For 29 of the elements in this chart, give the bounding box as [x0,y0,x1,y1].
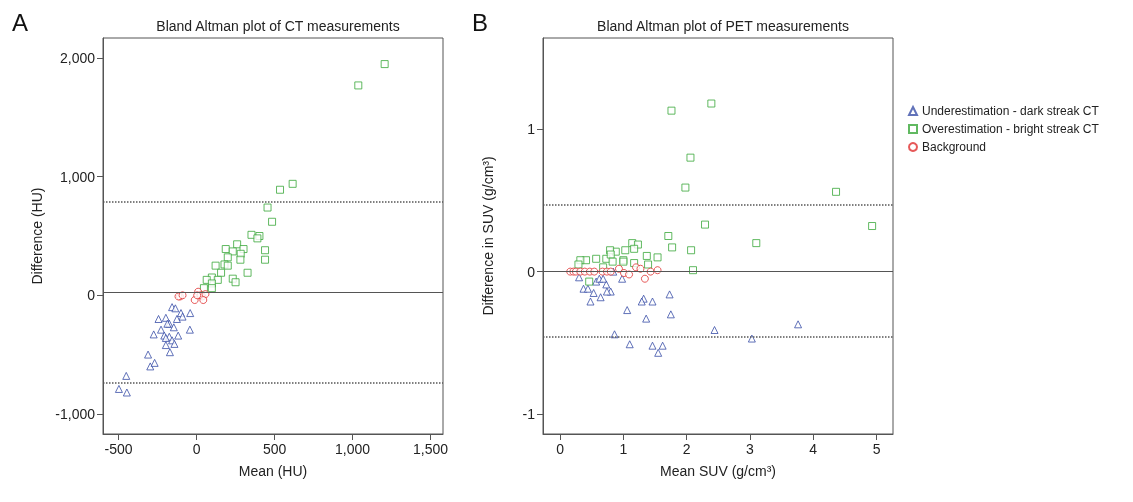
y-tick-label: 0 [87,287,96,304]
x-tick-label: 4 [809,441,818,457]
x-tick-label: 5 [872,441,881,457]
y-axis-title: Difference (HU) [29,187,46,285]
text: A [12,8,29,36]
x-tick-label: 1 [619,441,628,457]
x-tick-label: 1,000 [335,441,371,457]
x-axis-title: Mean (HU) [238,463,308,479]
legend-label: Background [922,140,987,154]
x-tick-label: 0 [556,441,565,457]
x-axis-title: Mean SUV (g/cm³) [660,463,776,479]
y-tick-label: -1,000 [55,405,96,422]
x-tick-label: 1,500 [413,441,449,457]
y-axis-title: Difference in SUV (g/cm³) [480,156,496,316]
legend-label: Underestimation - dark streak CT [922,104,1100,118]
x-tick-label: 3 [746,441,755,457]
x-tick-label: 2 [682,441,691,457]
y-tick-label: -1 [522,406,536,423]
chart-title: Bland Altman plot of CT measurements [156,18,400,34]
text: B [472,8,489,36]
y-tick-label: 2,000 [59,50,96,67]
y-tick-label: 0 [527,263,536,280]
x-tick-label: -500 [104,441,133,457]
x-tick-label: 500 [262,441,287,457]
chart-title: Bland Altman plot of PET measurements [597,18,849,34]
y-tick-label: 1 [527,121,536,138]
x-tick-label: 0 [192,441,201,457]
y-tick-label: 1,000 [59,168,96,185]
legend-label: Overestimation - bright streak CT [922,122,1100,136]
